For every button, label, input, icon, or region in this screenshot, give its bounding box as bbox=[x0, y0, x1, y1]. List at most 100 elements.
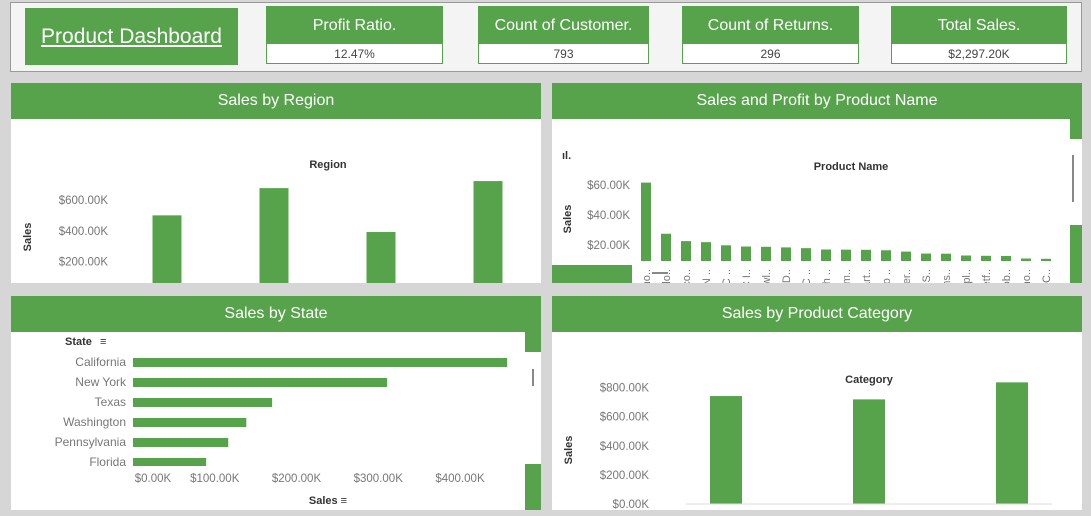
bar bbox=[821, 249, 831, 261]
x-tick-label: $200.00K bbox=[272, 473, 322, 485]
state-chart: State ≡ California New York Texas Washington P… bbox=[11, 332, 541, 510]
region-chart: RegionSales$0.00K$200.00K$400.00K$600.00… bbox=[22, 159, 528, 319]
bar bbox=[981, 255, 991, 261]
panel-title: Sales by Region bbox=[11, 83, 541, 119]
bar bbox=[133, 458, 207, 467]
bar bbox=[721, 245, 731, 261]
panel-title: Sales by Product Category bbox=[552, 296, 1082, 332]
bar bbox=[701, 242, 711, 261]
bar bbox=[841, 249, 851, 261]
y-tick-label: $200.00K bbox=[59, 256, 109, 268]
bar bbox=[133, 378, 388, 387]
x-tick-label: Cisco.. bbox=[681, 269, 693, 283]
y-tick-label: $400.00K bbox=[600, 441, 650, 453]
x-axis-title: Category bbox=[845, 374, 894, 386]
scroll-strip bbox=[525, 332, 541, 352]
bar bbox=[1021, 258, 1031, 261]
x-tick-label: HON .. bbox=[701, 269, 713, 283]
bar bbox=[1001, 255, 1011, 261]
y-tick-label: $800.00K bbox=[600, 383, 650, 395]
x-tick-label: River.. bbox=[901, 269, 913, 283]
y-axis-title: Sales bbox=[563, 436, 575, 465]
y-tick-label: Pennsylvania bbox=[55, 435, 127, 449]
bar bbox=[473, 181, 503, 292]
x-tick-label: $300.00K bbox=[354, 473, 404, 485]
y-tick-label: $400.00K bbox=[59, 226, 109, 238]
kpi-total-sales: Total Sales. $2,297.20K bbox=[891, 6, 1067, 64]
y-tick-label: Florida bbox=[89, 455, 126, 469]
axis-area bbox=[11, 466, 541, 510]
product-chart: Product Name Sales $20.00K $40.00K $60.00K Ca… bbox=[552, 119, 1082, 305]
kpi-label: Total Sales. bbox=[892, 7, 1066, 44]
x-tick-label: Bretf.. bbox=[981, 269, 993, 283]
x-tick-label: $100.00K bbox=[190, 473, 240, 485]
y-axis-title: State bbox=[65, 336, 92, 348]
y-axis-title: Sales bbox=[562, 205, 574, 234]
x-tick-label: $0.00K bbox=[135, 473, 172, 485]
sort-icon: ≡ bbox=[100, 336, 106, 348]
bar bbox=[133, 398, 273, 407]
dashboard-title[interactable]: Product Dashboard bbox=[25, 8, 238, 65]
bar bbox=[259, 188, 289, 292]
x-tick-label: GBC .. bbox=[721, 269, 733, 283]
bar bbox=[641, 182, 651, 261]
kpi-customers: Count of Customer. 793 bbox=[478, 6, 649, 64]
bar bbox=[661, 233, 671, 261]
kpi-label: Count of Customer. bbox=[479, 7, 648, 44]
kpi-value: 793 bbox=[553, 47, 574, 61]
panel-sales-by-product: Sales and Profit by Product Name Product… bbox=[552, 83, 1082, 305]
bar bbox=[853, 399, 885, 504]
y-tick-label: California bbox=[75, 355, 126, 369]
panel-sales-by-state: Sales by State State ≡ California New York T… bbox=[11, 296, 541, 510]
x-tick-label: Ibico .. bbox=[881, 269, 893, 283]
scroll-strip bbox=[525, 464, 541, 510]
bar bbox=[941, 253, 951, 261]
bar bbox=[152, 215, 182, 292]
kpi-returns: Count of Returns. 296 bbox=[682, 6, 859, 64]
x-axis-title: Region bbox=[309, 159, 347, 171]
panel-sales-by-region: Sales by Region RegionSales$0.00K$200.00… bbox=[11, 83, 541, 319]
x-tick-label: 3D S.. bbox=[921, 269, 933, 283]
y-tick-label: $60.00K bbox=[587, 180, 630, 192]
x-tick-label: Glob.. bbox=[1001, 269, 1013, 283]
x-tick-label: Cano.. bbox=[641, 269, 653, 283]
panel-title: Sales by State bbox=[11, 296, 541, 332]
bar bbox=[881, 250, 891, 261]
x-tick-label: Mart.. bbox=[861, 269, 873, 283]
x-tick-label: Appl.. bbox=[961, 269, 973, 283]
kpi-value: 296 bbox=[760, 47, 781, 61]
kpi-value: 12.47% bbox=[334, 47, 375, 61]
x-tick-label: Sams.. bbox=[941, 269, 953, 283]
category-chart: Category Sales $0.00K $200.00K $400.00K $600.… bbox=[563, 374, 1052, 511]
bar bbox=[921, 253, 931, 261]
panel-sales-by-category: Sales by Product Category Category Sales $… bbox=[552, 296, 1082, 511]
y-tick-label: $200.00K bbox=[600, 470, 650, 482]
panel-title: Sales and Profit by Product Name bbox=[552, 83, 1082, 119]
x-tick-label: SAFC.. bbox=[1041, 269, 1053, 283]
scroll-strip bbox=[1070, 119, 1082, 139]
kpi-label: Profit Ratio. bbox=[267, 7, 442, 44]
scroll-strip bbox=[552, 265, 632, 283]
bar bbox=[901, 251, 911, 261]
x-tick-label: Fello.. bbox=[661, 269, 673, 283]
bar bbox=[1041, 258, 1051, 261]
y-tick-label: $600.00K bbox=[59, 195, 109, 207]
bar bbox=[781, 247, 791, 261]
y-tick-label: $20.00K bbox=[587, 240, 630, 252]
x-tick-label: Cano.. bbox=[1021, 269, 1033, 283]
bar bbox=[133, 418, 247, 427]
bar bbox=[681, 241, 691, 261]
kpi-profit-ratio: Profit Ratio. 12.47% bbox=[266, 6, 443, 64]
x-axis-title: Sales ≡ bbox=[309, 495, 347, 507]
bar bbox=[133, 438, 229, 447]
y-tick-label: $600.00K bbox=[600, 412, 650, 424]
kpi-label: Count of Returns. bbox=[683, 7, 858, 44]
bar bbox=[366, 232, 396, 292]
bar bbox=[133, 358, 508, 367]
x-axis-title: Product Name bbox=[814, 161, 889, 173]
x-tick-label: HP D.. bbox=[781, 269, 793, 283]
x-tick-label: Lexm.. bbox=[841, 269, 853, 283]
sort-icon: ıl. bbox=[562, 150, 571, 162]
bar bbox=[761, 246, 771, 261]
bar bbox=[710, 396, 742, 504]
